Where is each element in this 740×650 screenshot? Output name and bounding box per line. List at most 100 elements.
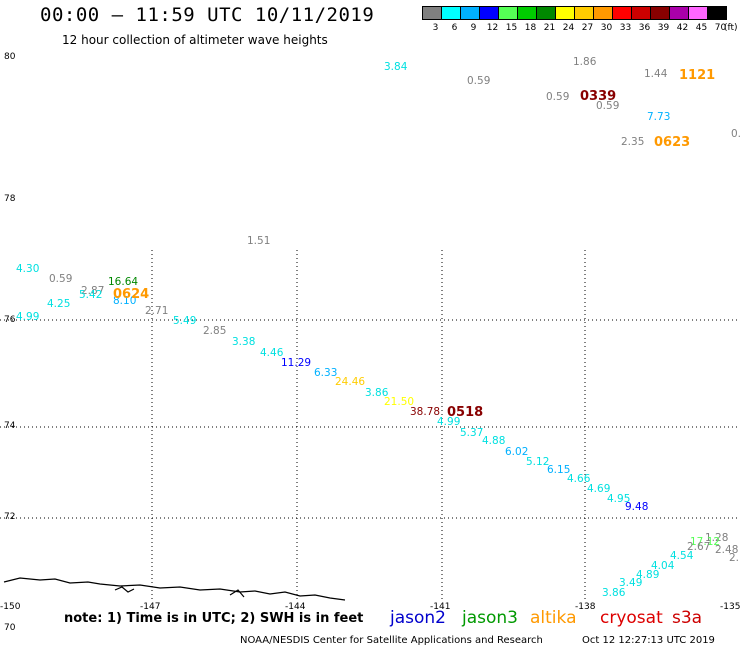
swh-value: 1.86 — [573, 56, 597, 68]
swh-value: 17.12 — [690, 536, 720, 548]
color-scale-label: 27 — [581, 23, 594, 33]
swh-value: 4.66 — [567, 473, 591, 485]
latitude-label: 72 — [4, 512, 15, 522]
swh-value: 5.49 — [173, 315, 196, 327]
legend-jason2: jason2 — [390, 608, 446, 628]
pass-time: 0518 — [447, 405, 483, 420]
footer-timestamp: Oct 12 12:27:13 UTC 2019 — [582, 635, 715, 646]
swh-value: 6.02 — [505, 446, 528, 458]
swh-value: 11.29 — [281, 357, 311, 369]
footer-credit: NOAA/NESDIS Center for Satellite Applica… — [240, 635, 543, 646]
pass-time: 0339 — [580, 89, 616, 104]
color-swatch — [593, 6, 612, 20]
legend-s3a: s3a — [672, 608, 703, 628]
swh-value: 6.33 — [314, 367, 337, 379]
color-scale-label: 30 — [600, 23, 613, 33]
swh-value: 21.50 — [384, 396, 414, 408]
longitude-label: -138 — [575, 602, 596, 612]
swh-value: 5.12 — [526, 456, 549, 468]
swh-value: 0.59 — [467, 75, 490, 87]
color-scale-label: 33 — [619, 23, 632, 33]
latitude-label: 76 — [4, 315, 16, 325]
color-swatch — [631, 6, 650, 20]
pass-time: 1121 — [679, 68, 715, 83]
color-scale-label: 6 — [451, 23, 458, 33]
legend-cryosat: cryosat — [600, 608, 663, 628]
swh-value: 2.71 — [145, 305, 168, 317]
longitude-label: -141 — [430, 602, 450, 612]
swh-value: 2.35 — [621, 136, 644, 148]
color-scale-label: 9 — [470, 23, 477, 33]
swh-value: 1.51 — [247, 235, 270, 247]
color-swatch — [555, 6, 574, 20]
swh-value: 4.04 — [651, 560, 675, 572]
color-scale-unit: (ft) — [724, 23, 738, 33]
color-swatch — [688, 6, 707, 20]
color-scale-label: 18 — [524, 23, 537, 33]
swh-value: 7.73 — [647, 111, 670, 123]
latitude-labels: 80 78 76 74 72 70 — [4, 52, 16, 633]
latitude-label: 78 — [4, 194, 16, 204]
swh-value: 0.59 — [49, 273, 72, 285]
swh-value: 38.78 — [410, 406, 440, 418]
map-subtitle: 12 hour collection of altimeter wave hei… — [62, 33, 328, 47]
color-swatch — [498, 6, 517, 20]
swh-value: 2.67 — [687, 541, 710, 553]
pass-time: 0624 — [113, 287, 149, 302]
color-scale-label: 21 — [543, 23, 556, 33]
swh-value: 0.59 — [596, 100, 619, 112]
legend-jason3: jason3 — [462, 608, 518, 628]
color-scale-label: 15 — [505, 23, 518, 33]
color-swatch — [707, 6, 726, 20]
color-scale-label: 70 — [714, 23, 727, 33]
swh-value: 4.54 — [670, 550, 694, 562]
longitude-label: -135 — [720, 602, 740, 612]
coastline — [3, 577, 346, 601]
color-scale-border — [422, 6, 727, 20]
swh-value: 1.28 — [705, 532, 728, 544]
latitude-label: 74 — [4, 421, 16, 431]
swh-value: 3.49 — [619, 577, 642, 589]
swh-value: 5.37 — [460, 427, 483, 439]
longitude-label: -144 — [285, 602, 306, 612]
color-scale-label: 24 — [562, 23, 575, 33]
color-scale-label: 45 — [695, 23, 708, 33]
swh-value: 3.86 — [602, 587, 626, 599]
pass-times: 1121 0339 0623 0624 0518 — [113, 68, 715, 420]
swh-value: 1.44 — [644, 68, 668, 80]
color-swatch — [669, 6, 688, 20]
color-scale-label: 39 — [657, 23, 670, 33]
swh-value: 4.30 — [16, 263, 39, 275]
swh-value: 4.95 — [607, 493, 630, 505]
color-scale-label: 12 — [486, 23, 499, 33]
swh-value: 4.69 — [587, 483, 610, 495]
swh-value: 4.99 — [437, 416, 460, 428]
longitude-label: -147 — [140, 602, 160, 612]
color-swatch — [441, 6, 460, 20]
swh-value: 0.59 — [546, 91, 569, 103]
color-swatch — [574, 6, 593, 20]
swh-value: 5.42 — [79, 289, 102, 301]
pass-time: 0623 — [654, 135, 690, 150]
swh-value: 9.48 — [625, 501, 648, 513]
swh-value: 2. — [729, 552, 739, 564]
latitude-label: 80 — [4, 52, 16, 62]
color-swatch — [650, 6, 669, 20]
swh-value: 8.10 — [113, 295, 136, 307]
swh-value: 16.64 — [108, 276, 138, 288]
swh-value: 24.46 — [335, 376, 365, 388]
swh-value: 6.15 — [547, 464, 570, 476]
color-swatch — [517, 6, 536, 20]
swh-points: 3.84 0.59 1.86 1.44 0.59 0.59 7.73 2.35 0. 1.51 4.… — [16, 56, 740, 599]
legend-altika: altika — [530, 608, 577, 628]
legend-note: note: 1) Time is in UTC; 2) SWH is in fe… — [64, 611, 364, 626]
swh-value: 4.88 — [482, 435, 505, 447]
swh-value: 3.84 — [384, 61, 408, 73]
color-scale-label: 36 — [638, 23, 651, 33]
color-swatch — [460, 6, 479, 20]
graticule — [0, 250, 740, 600]
color-swatch — [479, 6, 498, 20]
color-swatch — [536, 6, 555, 20]
swh-value: 0. — [731, 128, 740, 140]
